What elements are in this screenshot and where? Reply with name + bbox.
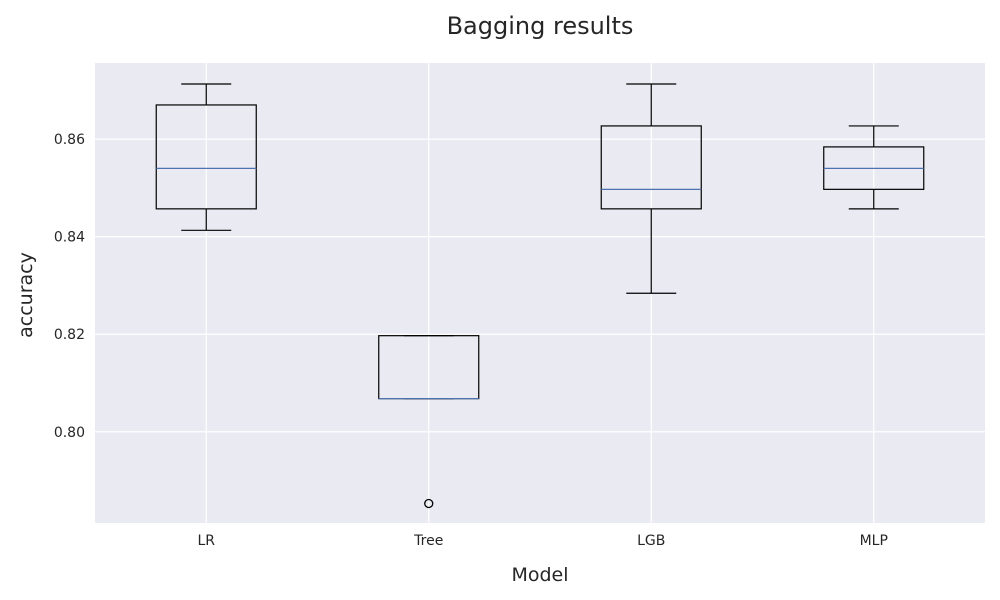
x-tick-label: LR bbox=[197, 533, 215, 549]
box-body bbox=[600, 125, 702, 210]
grid bbox=[95, 63, 985, 523]
box-mlp bbox=[823, 125, 925, 210]
chart-title: Bagging results bbox=[447, 12, 634, 40]
plot-area bbox=[95, 63, 985, 523]
y-tick-label: 0.86 bbox=[54, 132, 85, 148]
box-body bbox=[155, 104, 257, 210]
x-tick-label: LGB bbox=[637, 533, 665, 549]
x-tick-label: Tree bbox=[413, 533, 443, 549]
y-tick-label: 0.84 bbox=[54, 230, 85, 246]
boxes bbox=[155, 83, 925, 509]
box-lr bbox=[155, 83, 257, 231]
x-tick-label: MLP bbox=[860, 533, 888, 549]
y-tick-label: 0.82 bbox=[54, 327, 85, 343]
x-axis: LR Tree LGB MLP bbox=[197, 533, 887, 549]
y-axis-label: accuracy bbox=[15, 252, 37, 338]
box-tree bbox=[378, 335, 480, 509]
box-lgb bbox=[600, 83, 702, 294]
y-axis: 0.80 0.82 0.84 0.86 bbox=[54, 132, 85, 441]
x-axis-label: Model bbox=[511, 564, 568, 586]
outlier-point bbox=[424, 498, 434, 509]
y-tick-label: 0.80 bbox=[54, 425, 85, 441]
